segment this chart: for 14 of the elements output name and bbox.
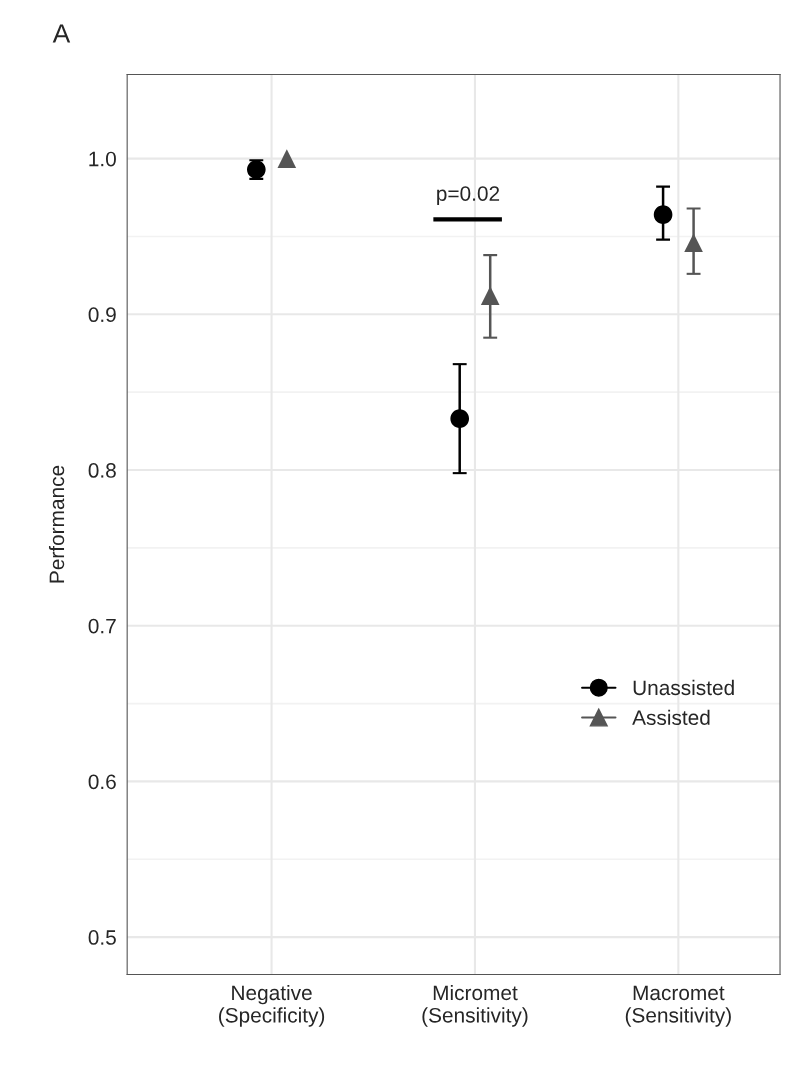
y-tick-label: 0.8 [88,463,116,478]
x-tick-label: Micromet (Sensitivity) [422,984,528,1027]
y-tick-label: 1.0 [89,151,116,167]
y-tick-label: 0.5 [88,930,116,945]
text: A [52,24,71,43]
legend-label: Assisted [632,709,710,726]
x-tick-label: Macromet (Sensitivity) [625,985,731,1027]
y-axis-title: Performance [48,465,65,583]
y-tick-label: 0.7 [88,618,116,634]
y-tick-label: 0.9 [88,307,116,323]
legend-label: Unassisted [633,679,734,696]
annotation: p=0.02 [437,186,500,206]
x-tick-label: Negative (Specificity) [219,984,325,1027]
y-tick-label: 0.6 [88,774,116,790]
